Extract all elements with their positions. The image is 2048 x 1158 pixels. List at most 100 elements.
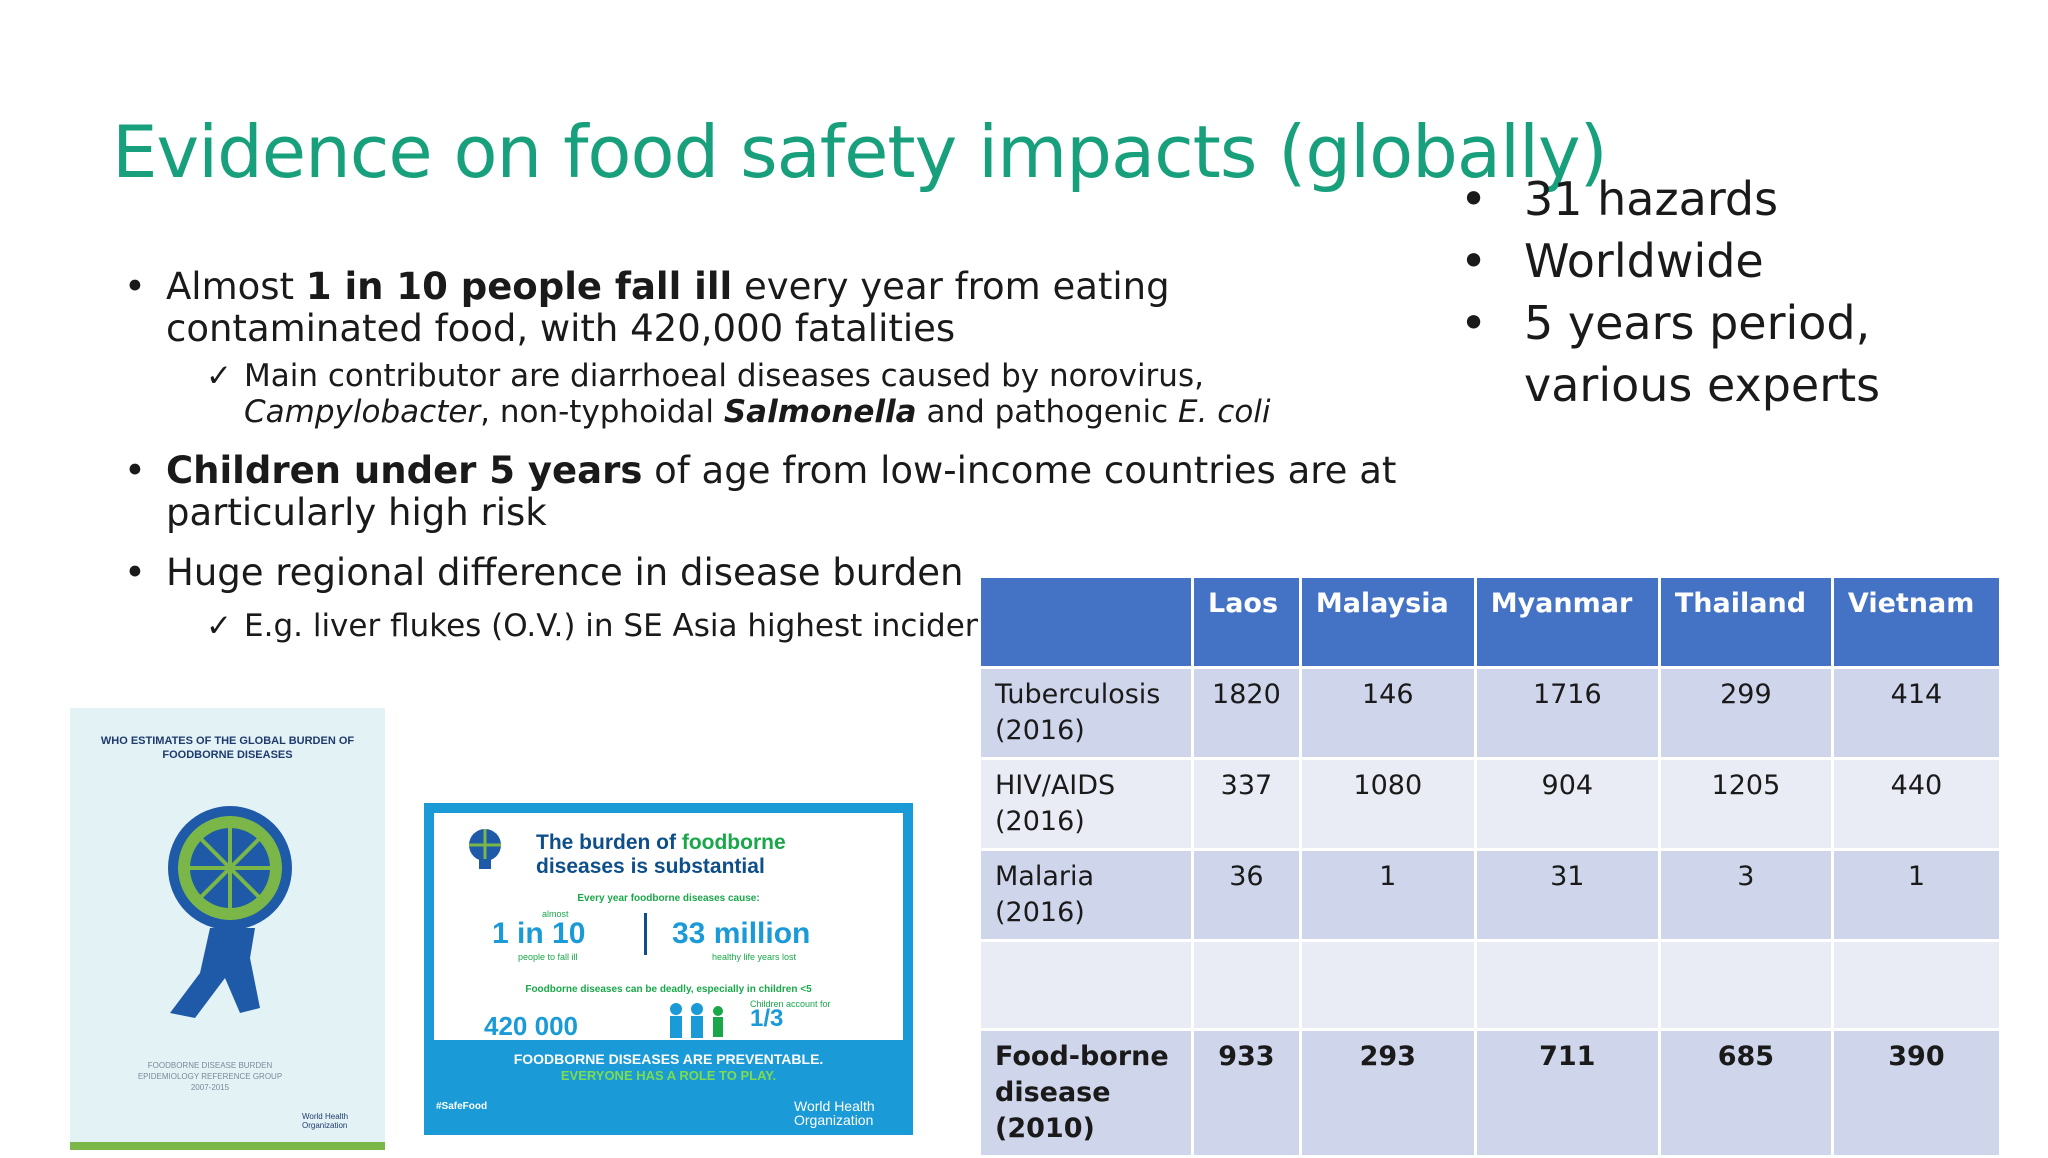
who-logo-text: World Health Organization: [794, 1098, 875, 1128]
table-row: HIV/AIDS (2016) 337 1080 904 1205 440: [978, 757, 2003, 851]
sub-bullet-text: , non-typhoidal: [480, 394, 724, 430]
bullet-icon: •: [124, 449, 146, 492]
atlas-globe-icon: [168, 806, 292, 1018]
table-header-cell: Laos: [1191, 575, 1302, 669]
bold-italic-text: Salmonella: [723, 394, 917, 430]
globe-icon: [469, 829, 501, 869]
stat-33-million: 33 million: [672, 917, 811, 950]
bullet-list: • Almost 1 in 10 people fall ill every y…: [124, 266, 1424, 664]
table-cell: 1: [1830, 848, 2003, 942]
row-label: Malaria (2016): [978, 848, 1194, 942]
table-header-cell: Thailand: [1657, 575, 1834, 669]
right-bullet-list: • 31 hazards • Worldwide • 5 years period, …: [1460, 168, 2004, 416]
who-report-cover-image: WHO ESTIMATES OF THE GLOBAL BURDEN OF FO…: [70, 708, 385, 1150]
right-bullet-item: • Worldwide: [1460, 230, 2004, 292]
stat-420000: 420 000: [484, 1011, 578, 1041]
table-cell: 711: [1473, 1028, 1661, 1158]
who-logo-text: World Health Organization: [302, 1112, 349, 1130]
stat-4-pre: Children account for: [750, 999, 831, 1009]
table-cell: 293: [1298, 1028, 1477, 1158]
table-cell: [1657, 939, 1834, 1031]
slide-title: Evidence on food safety impacts (globall…: [112, 110, 1608, 194]
table-cell: 337: [1191, 757, 1302, 851]
table-cell: [1473, 939, 1661, 1031]
stat-1-caption: people to fall ill: [518, 952, 578, 962]
bullet-item: • Children under 5 years of age from low…: [124, 450, 1424, 534]
table-header-cell: [978, 575, 1194, 669]
infographic-panel: The burden of foodborne diseases is subst…: [434, 813, 903, 1041]
row-label: Food-borne disease (2010): [978, 1028, 1194, 1158]
foodborne-infographic: The burden of foodborne diseases is subst…: [424, 803, 913, 1135]
table-cell: 1716: [1473, 666, 1661, 760]
table-cell: 1080: [1298, 757, 1477, 851]
table-cell: 933: [1191, 1028, 1302, 1158]
right-bullet-item: • 31 hazards: [1460, 168, 2004, 230]
infographic-warning: Foodborne diseases can be deadly, especi…: [525, 984, 812, 995]
bullet-icon: •: [1460, 296, 1488, 350]
bullet-icon: •: [124, 265, 146, 308]
stat-1-in-10: 1 in 10: [492, 917, 586, 950]
checkmark-icon: ✓: [206, 358, 232, 394]
italic-text: Campylobacter: [244, 394, 481, 430]
infographic-title: The burden of foodborne diseases is subst…: [536, 831, 786, 878]
table-cell: 31: [1473, 848, 1661, 942]
table-header-cell: Vietnam: [1830, 575, 2003, 669]
children-icon: [670, 1003, 723, 1038]
right-bullet-text: Worldwide: [1524, 234, 1764, 288]
bullet-icon: •: [124, 551, 146, 594]
bullet-text: every year from eating contaminated food…: [166, 265, 1170, 350]
table-header-row: Laos Malaysia Myanmar Thailand Vietnam: [978, 575, 2003, 669]
row-label: HIV/AIDS (2016): [978, 757, 1194, 851]
table-cell: [1298, 939, 1477, 1031]
sub-bullet-text: and pathogenic: [916, 394, 1178, 430]
checkmark-icon: ✓: [206, 608, 232, 644]
italic-text: E. coli: [1177, 394, 1271, 430]
table-cell: 904: [1473, 757, 1661, 851]
bullet-text: Almost: [166, 265, 306, 308]
table-cell: 1: [1298, 848, 1477, 942]
bullet-text: Huge regional difference in disease burd…: [166, 551, 964, 594]
poster-green-bar: [70, 1142, 385, 1150]
infographic-subtitle: Every year foodborne diseases cause:: [577, 893, 760, 904]
table-cell: 1820: [1191, 666, 1302, 760]
divider: [644, 913, 647, 955]
bullet-item: • Huge regional difference in disease bu…: [124, 552, 1424, 594]
bullet-bold-text: 1 in 10 people fall ill: [305, 265, 733, 308]
right-bullet-text: 5 years period, various experts: [1524, 296, 1881, 412]
table-cell: 146: [1298, 666, 1477, 760]
table-cell: [1191, 939, 1302, 1031]
table-header-cell: Malaysia: [1298, 575, 1477, 669]
table-cell: 390: [1830, 1028, 2003, 1158]
safefood-hashtag: #SafeFood: [436, 1101, 488, 1112]
table-header-cell: Myanmar: [1473, 575, 1661, 669]
role-text: EVERYONE HAS A ROLE TO PLAY.: [560, 1068, 777, 1083]
table-row: [978, 939, 2003, 1031]
table-cell: [1830, 939, 2003, 1031]
table-row-total: Food-borne disease (2010) 933 293 711 68…: [978, 1028, 2003, 1158]
sub-bullet-text: E.g. liver flukes (O.V.) in SE Asia high…: [244, 608, 1021, 644]
poster-title: WHO ESTIMATES OF THE GLOBAL BURDEN OF FO…: [100, 735, 355, 761]
bullet-text: of age from low-income countries are at …: [166, 449, 1397, 534]
bullet-icon: •: [1460, 234, 1488, 288]
table-cell: 1205: [1657, 757, 1834, 851]
stat-almost: almost: [542, 909, 569, 919]
row-label: Tuberculosis (2016): [978, 666, 1194, 760]
table-cell: 414: [1830, 666, 2003, 760]
stat-one-third: 1/3: [750, 1005, 784, 1032]
sub-bullet-item: ✓ Main contributor are diarrhoeal diseas…: [124, 358, 1424, 430]
row-label: [978, 939, 1194, 1031]
table-row: Malaria (2016) 36 1 31 3 1: [978, 848, 2003, 942]
table-row: Tuberculosis (2016) 1820 146 1716 299 41…: [978, 666, 2003, 760]
bullet-item: • Almost 1 in 10 people fall ill every y…: [124, 266, 1424, 350]
bullet-bold-text: Children under 5 years: [166, 449, 643, 492]
table-cell: 3: [1657, 848, 1834, 942]
table-cell: 685: [1657, 1028, 1834, 1158]
stat-2-caption: healthy life years lost: [712, 952, 797, 962]
sub-bullet-text: Main contributor are diarrhoeal diseases…: [244, 358, 1204, 394]
poster-footer: FOODBORNE DISEASE BURDEN EPIDEMIOLOGY RE…: [137, 1061, 283, 1092]
preventable-text: FOODBORNE DISEASES ARE PREVENTABLE.: [513, 1051, 824, 1067]
bullet-icon: •: [1460, 172, 1488, 226]
disease-burden-table: Laos Malaysia Myanmar Thailand Vietnam T…: [978, 575, 2003, 1158]
right-bullet-item: • 5 years period, various experts: [1460, 292, 2004, 416]
table-cell: 299: [1657, 666, 1834, 760]
